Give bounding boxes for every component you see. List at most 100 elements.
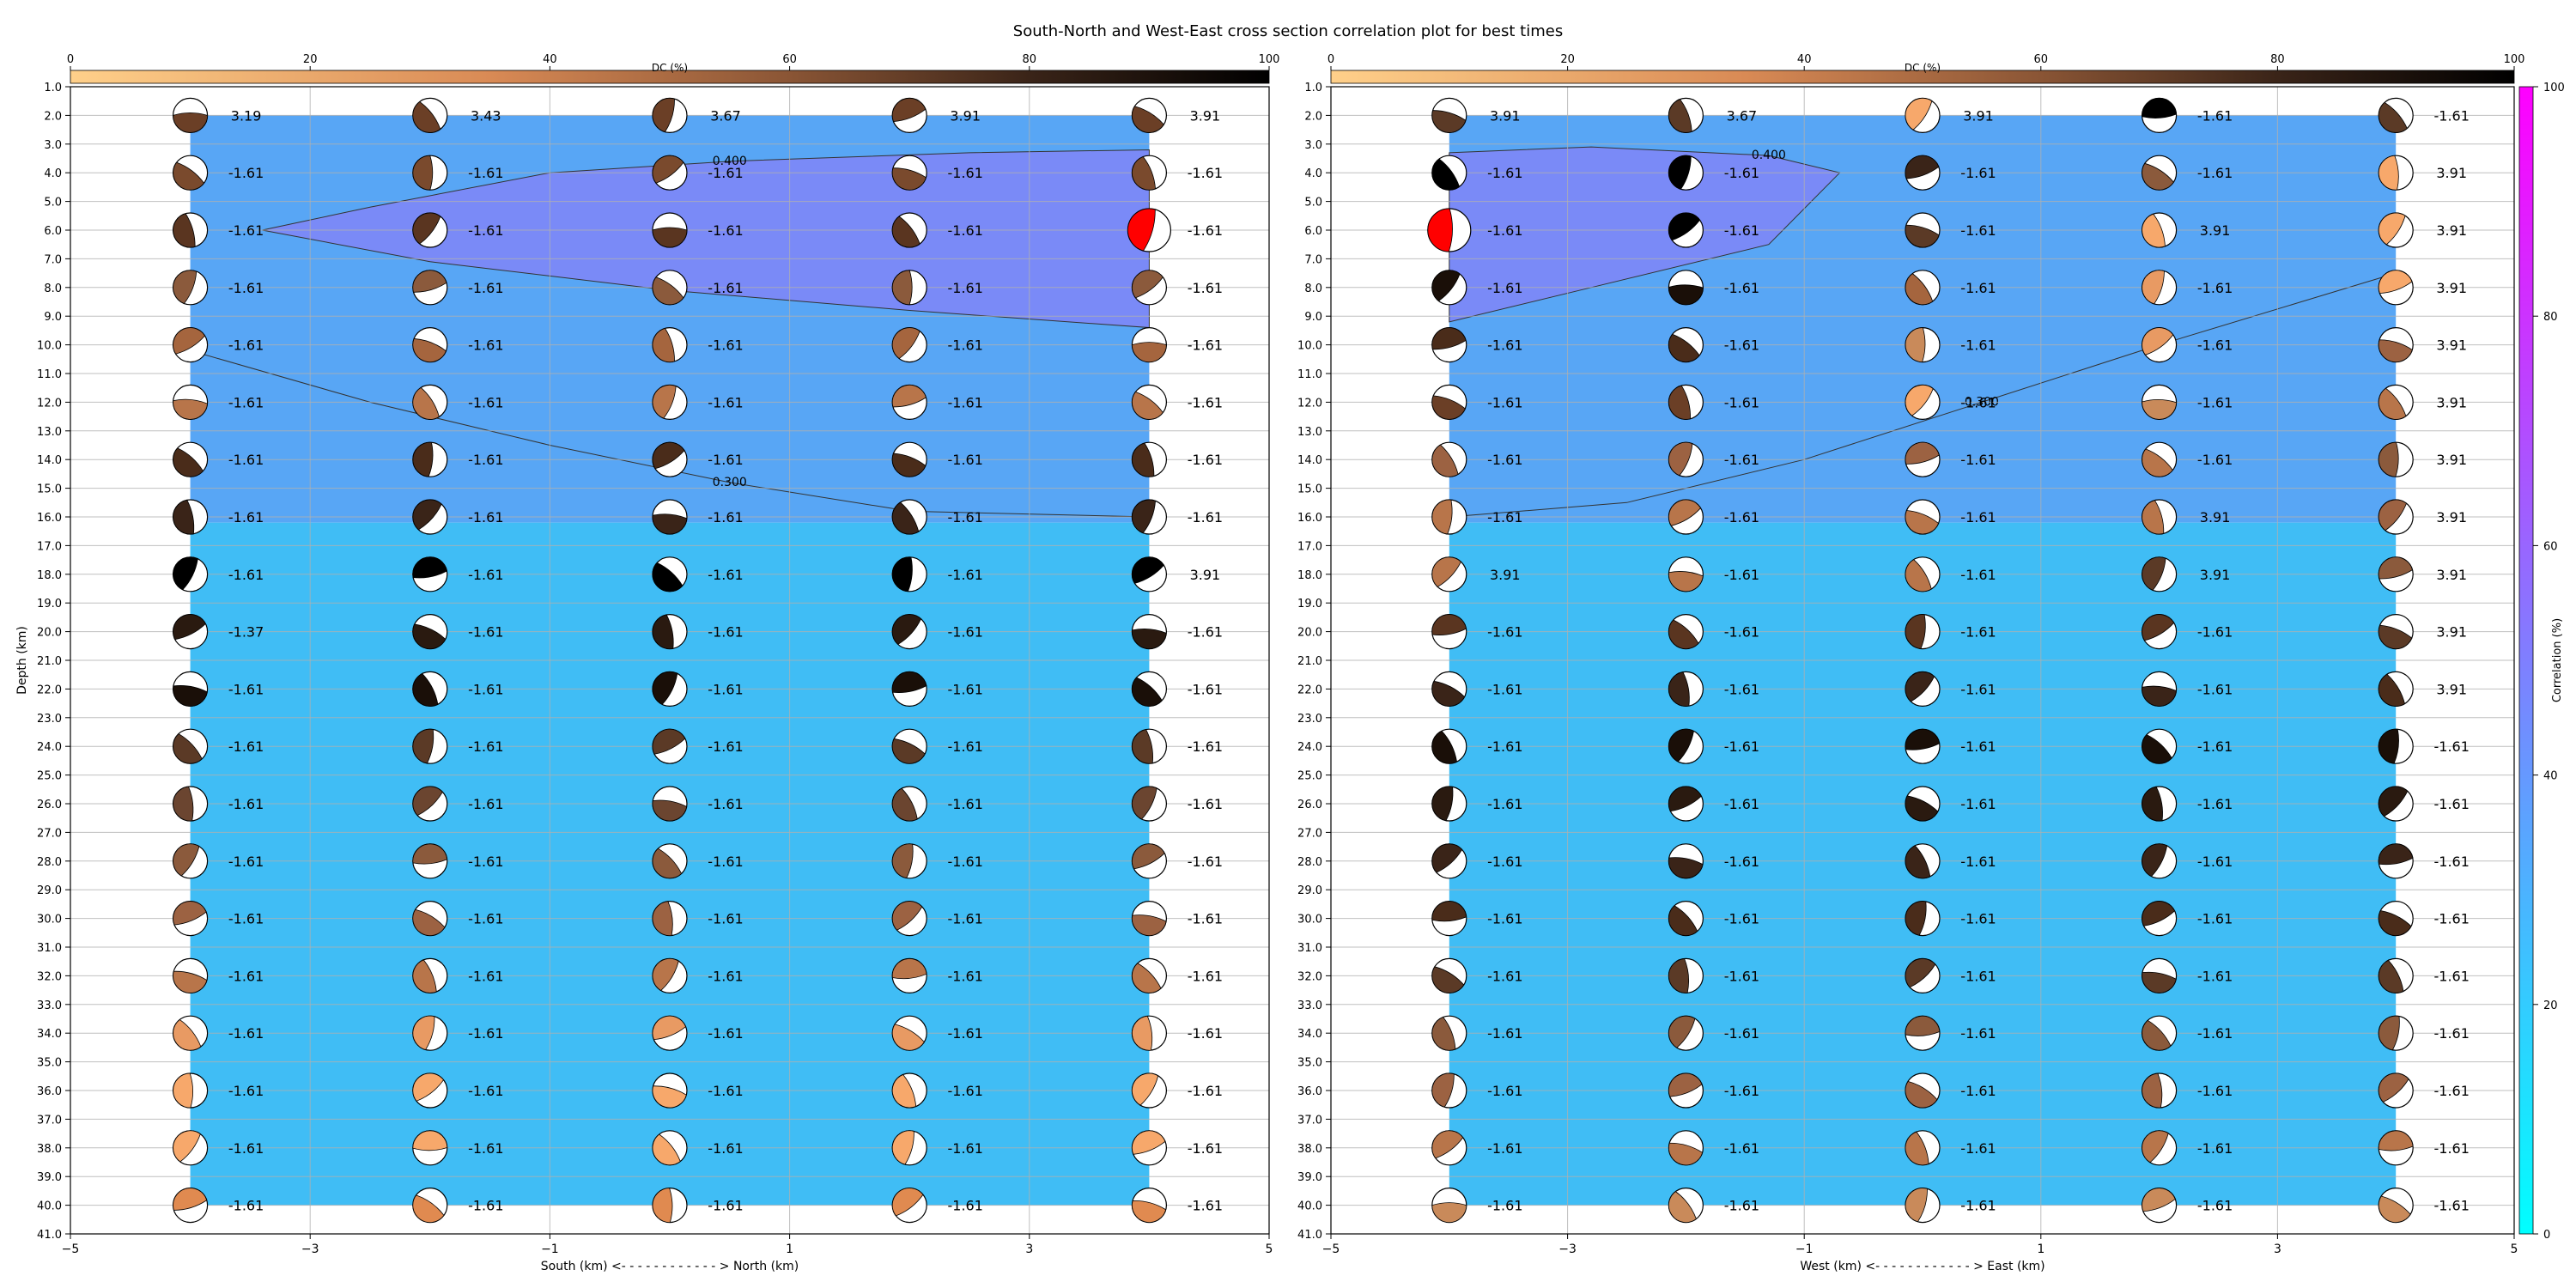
beach-ball-compression [412, 556, 447, 579]
time-shift-label: -1.61 [708, 280, 743, 296]
beach-ball [1131, 957, 1168, 994]
beach-ball-compression [1905, 728, 1941, 750]
time-shift-label: -1.61 [1487, 1198, 1522, 1214]
time-shift-label: -1.61 [1724, 796, 1759, 812]
beach-ball-compression [1431, 556, 1461, 587]
time-shift-label: -1.61 [708, 337, 743, 354]
time-shift-label: -1.61 [2197, 1025, 2233, 1042]
beach-ball [2142, 957, 2178, 994]
beach-ball-compression [1668, 958, 1690, 993]
time-shift-label: -1.61 [1188, 624, 1223, 641]
time-shift-label: -1.61 [947, 1083, 982, 1099]
x-axis-label: South (km) <- - - - - - - - - - - - > No… [541, 1260, 799, 1273]
beach-ball-compression [1905, 958, 1936, 988]
beach-ball [652, 384, 688, 420]
beach-ball [1668, 212, 1704, 248]
beach-ball-compression [1132, 843, 1165, 870]
beach-ball-compression [412, 1072, 445, 1102]
panels-layer: 0.400 0.300 −5 −3 −1 1 3 5 South (km) <- - - - -… [15, 53, 2565, 1273]
y-tick-label: 19.0 [1297, 598, 1322, 611]
beach-ball-compression [2142, 327, 2174, 355]
y-tick-label: 8.0 [44, 283, 62, 295]
beach-ball-compression [173, 970, 208, 993]
beach-ball-compression [652, 728, 686, 755]
beach-ball [1131, 556, 1168, 592]
time-shift-label: -1.61 [228, 567, 264, 583]
beach-ball-compression [891, 327, 920, 360]
y-tick-label: 37.0 [37, 1114, 62, 1127]
time-shift-label: -1.61 [1188, 394, 1223, 410]
beach-ball [1131, 843, 1168, 879]
contour-0300-line [190, 349, 1150, 518]
time-shift-label: -1.61 [468, 968, 503, 984]
beach-ball [2378, 97, 2414, 133]
beach-ball-compression [652, 799, 688, 822]
beach-ball [1668, 1187, 1704, 1224]
beach-ball-compression [173, 614, 206, 641]
beach-ball-compression [1431, 270, 1461, 302]
beach-ball-compression [173, 1072, 193, 1109]
beach-ball-compression [2378, 270, 2413, 295]
beach-ball [1431, 97, 1467, 133]
beach-ball [2142, 556, 2178, 592]
beach-ball [412, 1015, 448, 1051]
beach-ball [173, 613, 209, 650]
time-shift-label: -1.61 [1724, 337, 1759, 354]
y-tick-label: 17.0 [1297, 540, 1322, 553]
beach-ball-compression [2142, 1188, 2176, 1212]
beach-ball-compression [1905, 1188, 1928, 1223]
beach-ball [1431, 556, 1467, 592]
time-shift-label: -1.61 [468, 1025, 503, 1042]
time-shift-label: -1.61 [1724, 222, 1759, 239]
x-tick-label: −1 [1795, 1242, 1814, 1256]
time-shift-label: -1.61 [708, 1083, 743, 1099]
beach-ball [1431, 1187, 1467, 1224]
beach-ball-compression [412, 441, 434, 477]
time-shift-label: 3.91 [2200, 222, 2231, 239]
beach-ball [1131, 728, 1168, 764]
beach-ball-compression [2142, 213, 2166, 248]
beach-ball-compression [1905, 795, 1939, 822]
corr-tick-label: 20 [2543, 999, 2558, 1012]
beach-ball [2142, 441, 2178, 477]
beach-ball [652, 499, 688, 535]
beach-ball-compression [1431, 1072, 1455, 1108]
beach-ball [2378, 499, 2414, 535]
time-shift-label: 3.91 [2436, 280, 2467, 296]
time-shift-label: -1.61 [228, 968, 264, 984]
y-tick-label: 1.0 [44, 82, 62, 94]
beach-ball-compression [891, 787, 918, 822]
beach-ball [173, 499, 209, 535]
beach-ball [2378, 1130, 2414, 1166]
dc-tick-label: 100 [2504, 53, 2525, 66]
beach-ball-compression [2379, 212, 2406, 246]
time-shift-label: -1.61 [1188, 854, 1223, 870]
dc-tick-label: 0 [67, 53, 74, 66]
beach-ball [891, 957, 927, 994]
y-tick-label: 27.0 [1297, 827, 1322, 840]
beach-ball-compression [1431, 1017, 1456, 1051]
beach-ball-compression [1905, 224, 1940, 248]
beach-ball-compression [1905, 155, 1940, 179]
y-tick-label: 14.0 [37, 454, 62, 467]
beach-ball-compression [1132, 270, 1163, 299]
time-shift-label: -1.61 [1960, 222, 1996, 239]
y-tick-label: 11.0 [1297, 368, 1322, 381]
beach-ball [891, 671, 927, 708]
y-tick-label: 25.0 [37, 770, 62, 783]
beach-ball-compression [2142, 1019, 2172, 1051]
time-shift-label: -1.61 [228, 222, 264, 239]
time-shift-label: -1.61 [1724, 738, 1759, 755]
time-shift-label: -1.61 [1960, 1025, 1996, 1042]
y-tick-label: 3.0 [1304, 139, 1322, 152]
beach-ball [2378, 384, 2414, 420]
beach-ball [2142, 900, 2178, 937]
time-shift-label: -1.61 [708, 222, 743, 239]
beach-ball-compression [652, 958, 679, 992]
beach-ball-compression [1668, 786, 1702, 812]
beach-ball-compression [1431, 110, 1467, 133]
beach-ball-compression [412, 959, 437, 993]
y-tick-label: 26.0 [1297, 799, 1322, 811]
time-shift-label: 3.91 [1490, 567, 1521, 583]
time-shift-label: -1.61 [1487, 452, 1522, 468]
